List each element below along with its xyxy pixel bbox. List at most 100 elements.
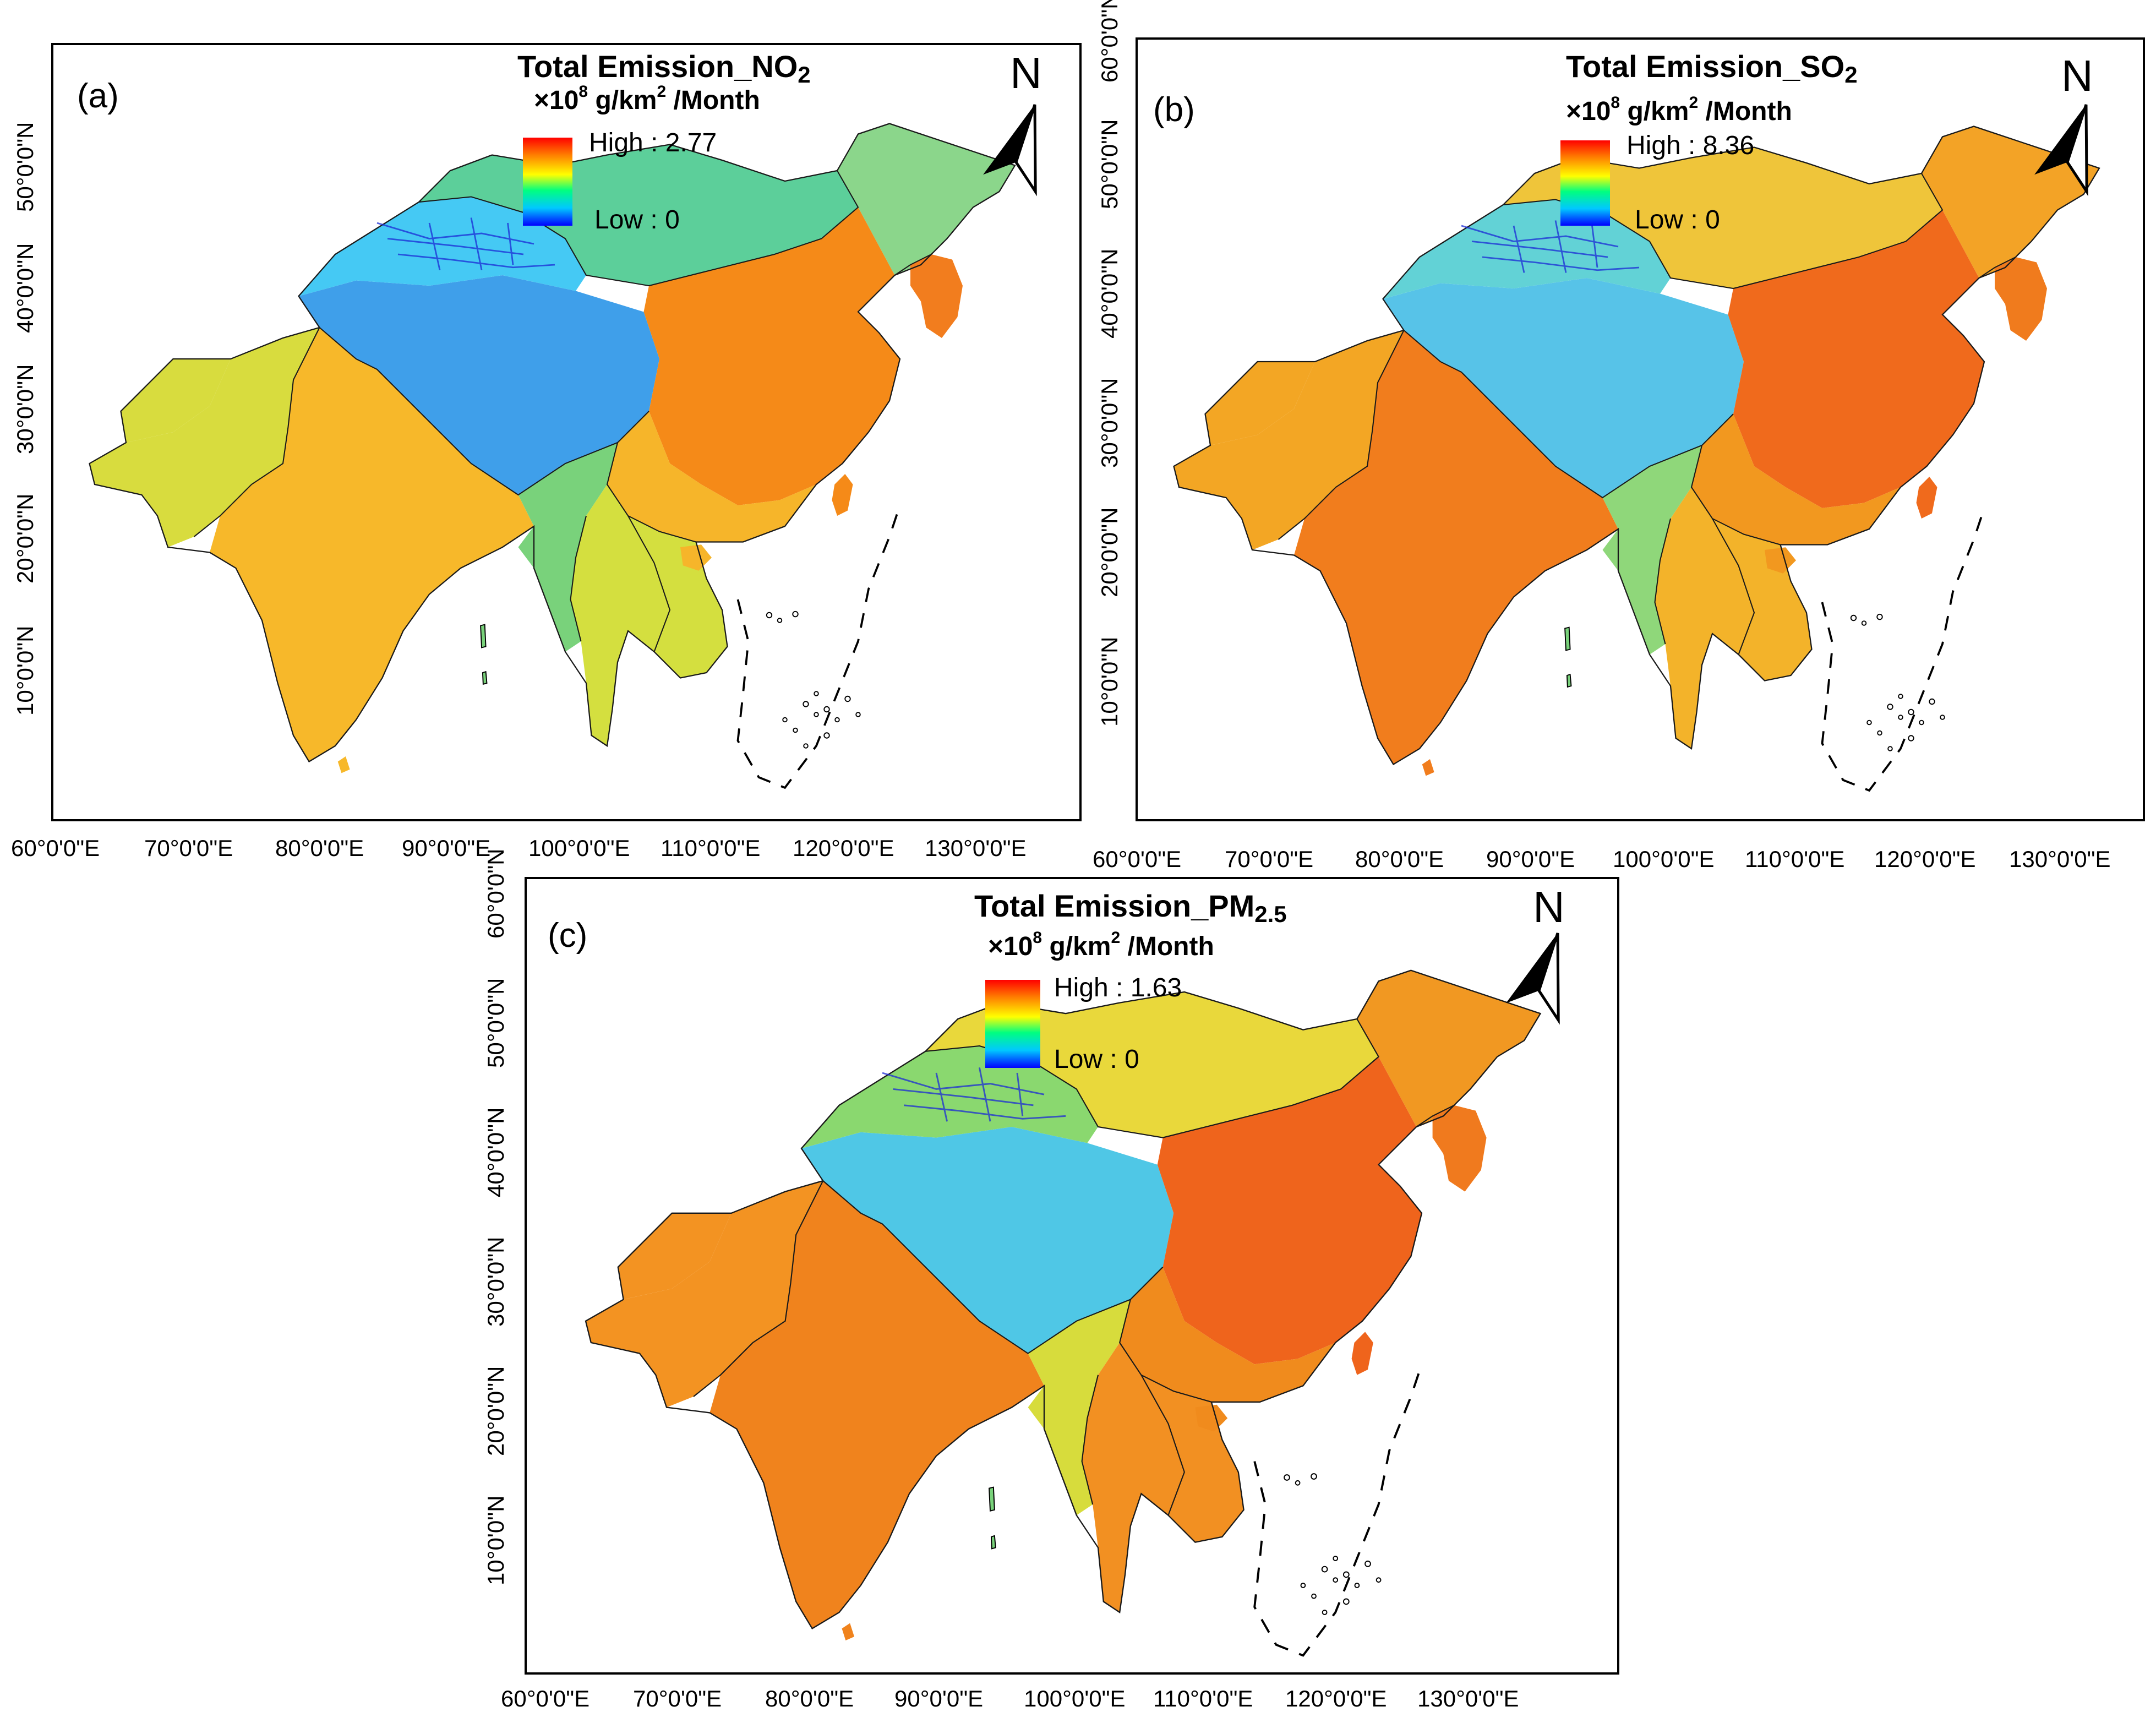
region-northeast: [1357, 970, 1541, 1127]
region-east-china: [1157, 1056, 1422, 1365]
panel-b-x-tick: 80°0'0"E: [1355, 846, 1444, 872]
panel-c-legend-high: High : 1.63: [1054, 973, 1182, 1002]
region-south-china: [607, 411, 817, 542]
panel-c-x-tick: 130°0'0"E: [1417, 1686, 1519, 1711]
panel-c-x-tick: 120°0'0"E: [1285, 1686, 1387, 1711]
panel-c-y-tick: 20°0'0"N: [483, 1366, 509, 1457]
panel-a-unit: ×108 g/km2 /Month: [534, 83, 760, 115]
region-east-china: [1916, 477, 1937, 519]
panel-a: (a) Total Emission_NO2 ×108 g/km2 /Month…: [51, 43, 1082, 821]
region-east-china: [1728, 210, 1984, 509]
region-pakistan: [89, 328, 320, 548]
panel-a-y-tick: 50°0'0"N: [12, 122, 38, 212]
panel-c-legend-ramp: [985, 980, 1040, 1068]
panel-a-y-ticks: 10°0'0"N 20°0'0"N 30°0'0"N 40°0'0"N 50°0…: [12, 122, 38, 716]
region-northeast: [837, 123, 1016, 276]
panel-b-x-tick: 60°0'0"E: [1093, 846, 1181, 872]
region-plateau: [298, 275, 659, 495]
region-india: [337, 756, 350, 773]
panel-c-y-tick: 30°0'0"N: [483, 1237, 509, 1327]
panel-c-x-tick: 110°0'0"E: [1153, 1686, 1253, 1711]
region-plateau: [1383, 278, 1744, 498]
panel-a-x-tick: 130°0'0"E: [925, 835, 1027, 861]
panel-c-title: Total Emission_PM2.5: [974, 888, 1287, 927]
panel-a-x-ticks: 60°0'0"E 70°0'0"E 80°0'0"E 90°0'0"E 100°…: [11, 835, 1027, 861]
region-east-china: [832, 474, 853, 516]
panel-c-x-tick: 90°0'0"E: [894, 1686, 983, 1711]
region-india: [210, 328, 534, 762]
panel-b-x-ticks: 60°0'0"E 70°0'0"E 80°0'0"E 90°0'0"E 100°…: [1093, 846, 2111, 872]
panel-b-y-tick: 30°0'0"N: [1096, 378, 1122, 468]
panel-b-x-tick: 70°0'0"E: [1225, 846, 1313, 872]
region-east-china: [643, 207, 900, 506]
panel-c-x-ticks: 60°0'0"E 70°0'0"E 80°0'0"E 90°0'0"E 100°…: [501, 1686, 1519, 1711]
panel-c-y-tick: 60°0'0"N: [483, 849, 509, 939]
panel-a-legend-low: Low : 0: [594, 205, 680, 235]
panel-c-unit: ×108 g/km2 /Month: [988, 929, 1214, 961]
panel-a-map: [89, 123, 1016, 789]
region-south-china: [1120, 1267, 1336, 1402]
panel-b: (b) Total Emission_SO2 ×108 g/km2 /Month…: [1136, 37, 2145, 821]
panel-a-x-tick: 110°0'0"E: [661, 835, 760, 861]
panel-a-title: Total Emission_NO2: [517, 49, 811, 88]
panel-c-y-tick: 10°0'0"N: [483, 1496, 509, 1586]
panel-a-y-tick: 10°0'0"N: [12, 626, 38, 716]
panel-c-x-tick: 60°0'0"E: [501, 1686, 590, 1711]
panel-b-legend-high: High : 8.36: [1626, 131, 1754, 160]
map-regions: [585, 969, 1542, 1657]
panel-b-label: (b): [1153, 91, 1195, 129]
panel-a-x-tick: 60°0'0"E: [11, 835, 100, 861]
panel-b-legend-ramp: [1560, 140, 1610, 226]
panel-b-y-tick: 10°0'0"N: [1096, 637, 1122, 727]
region-mongolia: [1503, 147, 1942, 288]
panel-c-x-tick: 100°0'0"E: [1024, 1686, 1126, 1711]
panel-a-legend-high: High : 2.77: [589, 128, 717, 157]
panel-b-y-ticks: 10°0'0"N 20°0'0"N 30°0'0"N 40°0'0"N 50°0…: [1096, 0, 1122, 727]
region-south-china: [680, 544, 712, 571]
panel-b-map: [1173, 126, 2100, 792]
panel-c-label: (c): [548, 917, 587, 955]
panel-b-y-tick: 40°0'0"N: [1096, 249, 1122, 339]
panel-a-label: (a): [77, 77, 119, 115]
region-india: [709, 1181, 1044, 1629]
panel-c-x-tick: 70°0'0"E: [633, 1686, 722, 1711]
panel-a-y-tick: 30°0'0"N: [12, 364, 38, 455]
region-east-china: [1351, 1332, 1373, 1375]
panel-b-y-tick: 20°0'0"N: [1096, 508, 1122, 598]
region-south-china: [1765, 547, 1796, 574]
region-myanmar: [1602, 445, 1702, 655]
region-basin: [298, 197, 586, 296]
region-korea: [1432, 1105, 1487, 1192]
region-pakistan: [586, 1181, 823, 1408]
panel-a-north-letter: N: [1010, 48, 1042, 97]
panel-c-y-ticks: 10°0'0"N 20°0'0"N 30°0'0"N 40°0'0"N 50°0…: [483, 849, 509, 1586]
region-pakistan: [1205, 362, 1315, 446]
panel-c-y-tick: 40°0'0"N: [483, 1108, 509, 1198]
region-india: [842, 1623, 855, 1640]
panel-b-x-tick: 110°0'0"E: [1745, 846, 1844, 872]
region-korea: [910, 254, 963, 338]
region-pakistan: [1173, 330, 1404, 550]
panel-b-x-tick: 130°0'0"E: [2009, 846, 2111, 872]
panel-b-x-tick: 100°0'0"E: [1613, 846, 1715, 872]
panel-a-y-tick: 20°0'0"N: [12, 494, 38, 584]
region-south-china: [1691, 414, 1901, 545]
region-india: [1422, 759, 1434, 776]
panel-a-legend-ramp: [523, 138, 572, 226]
region-pakistan: [121, 359, 231, 443]
panel-c-north-letter: N: [1533, 882, 1565, 931]
panel-b-x-tick: 90°0'0"E: [1486, 846, 1575, 872]
region-india: [1294, 330, 1618, 765]
region-basin: [801, 1046, 1098, 1149]
panel-a-x-tick: 90°0'0"E: [402, 835, 490, 861]
region-korea: [1995, 257, 2047, 341]
panel-c-y-tick: 50°0'0"N: [483, 978, 509, 1068]
region-south-china: [1195, 1404, 1228, 1432]
panel-c-map: [585, 969, 1542, 1657]
region-plateau: [801, 1127, 1174, 1354]
panel-a-y-tick: 40°0'0"N: [12, 243, 38, 334]
panel-a-x-tick: 70°0'0"E: [144, 835, 233, 861]
panel-b-x-tick: 120°0'0"E: [1874, 846, 1976, 872]
panel-b-y-tick: 50°0'0"N: [1096, 119, 1122, 210]
